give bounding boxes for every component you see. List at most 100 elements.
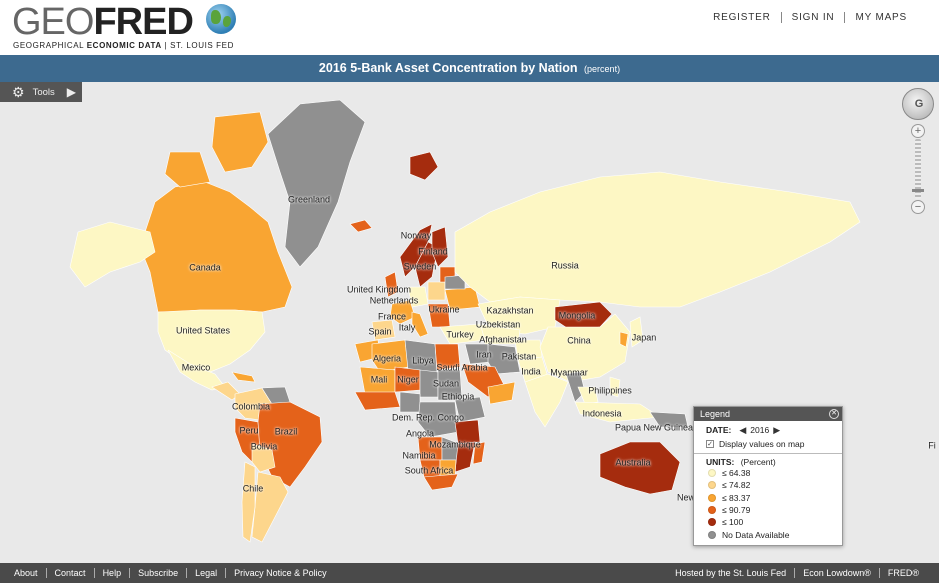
world-map[interactable]: [0, 82, 939, 563]
label-colombia: Colombia: [231, 401, 271, 412]
label-iran: Iran: [476, 349, 492, 360]
legend-swatch: [708, 493, 716, 502]
footer-link-fred[interactable]: FRED®: [887, 568, 919, 578]
my-maps-link[interactable]: MY MAPS: [855, 12, 907, 23]
zoom-slider[interactable]: + −: [910, 124, 926, 214]
tagline-part-c: | ST. LOUIS FED: [161, 41, 234, 50]
label-canada: Canada: [189, 262, 221, 273]
country-canada-islands[interactable]: [211, 111, 269, 173]
country-greenland[interactable]: [267, 99, 366, 268]
country-france[interactable]: [389, 299, 416, 325]
country-indonesia[interactable]: [574, 401, 661, 423]
legend-panel: Legend ✕ DATE: ◀ 2016 ▶ ✓ Display values…: [693, 406, 843, 546]
country-canada-islands[interactable]: [164, 151, 211, 188]
map-canvas[interactable]: Greenland Canada United States Mexico Co…: [0, 82, 939, 563]
country-poland[interactable]: [427, 281, 446, 301]
legend-classes: ≤ 64.38 ≤ 74.82 ≤ 83.37 ≤ 90.79 ≤ 100 No Data…: [694, 467, 842, 541]
country-india[interactable]: [524, 373, 569, 428]
country-korea[interactable]: [619, 331, 629, 348]
label-australia: Australia: [615, 457, 651, 468]
zoom-in-button[interactable]: +: [911, 124, 925, 138]
footer-links: About Contact Help Subscribe Legal Privacy No…: [6, 563, 335, 583]
legend-swatch: [708, 530, 716, 539]
footer-link-econ-lowdown[interactable]: Econ Lowdown®: [803, 568, 871, 578]
footer-link-legal[interactable]: Legal: [195, 568, 218, 578]
country-finland[interactable]: [431, 226, 449, 268]
chevron-left-icon[interactable]: ◀: [739, 424, 747, 435]
country-china[interactable]: [539, 313, 631, 383]
country-cuba[interactable]: [231, 371, 256, 383]
country-italy[interactable]: [411, 311, 429, 338]
label-india: India: [521, 366, 541, 377]
label-mali: Mali: [370, 374, 388, 385]
footer-link-hosted-by-the-st-louis-fed[interactable]: Hosted by the St. Louis Fed: [675, 568, 787, 578]
close-icon[interactable]: ✕: [829, 409, 839, 419]
country-iran[interactable]: [487, 343, 521, 375]
geofred-logo[interactable]: GEOFRED: [12, 1, 194, 43]
label-peru: Peru: [239, 425, 259, 436]
country-turkey[interactable]: [439, 323, 486, 345]
tools-button[interactable]: ⚙ Tools ▶: [0, 82, 82, 102]
legend-class-row: ≤ 64.38: [694, 467, 842, 479]
country-united-states[interactable]: [157, 309, 266, 373]
sign-in-link[interactable]: SIGN IN: [791, 12, 835, 23]
country-spain[interactable]: [371, 319, 396, 341]
country-philippines[interactable]: [609, 376, 621, 398]
country-bolivia[interactable]: [251, 443, 276, 473]
legend-class-label: ≤ 90.79: [722, 505, 751, 516]
legend-divider: [694, 453, 842, 454]
country-argentina[interactable]: [251, 471, 289, 543]
footer-link-about[interactable]: About: [14, 568, 38, 578]
label-russia: Russia: [551, 260, 579, 271]
label-niger: Niger: [397, 374, 419, 385]
label-ethiopia: Ethiopia: [441, 391, 475, 402]
country-alaska[interactable]: [69, 221, 156, 288]
country-canada[interactable]: [139, 181, 293, 313]
logo-geo-text: GEO: [12, 1, 94, 43]
country-algeria[interactable]: [371, 339, 409, 373]
country-south-africa[interactable]: [423, 473, 459, 491]
country-russia[interactable]: [454, 171, 861, 308]
footer-link-subscribe[interactable]: Subscribe: [138, 568, 179, 578]
footer-link-help[interactable]: Help: [102, 568, 122, 578]
display-values-row[interactable]: ✓ Display values on map: [694, 435, 842, 449]
country-united-kingdom[interactable]: [384, 271, 399, 298]
zoom-track[interactable]: [915, 139, 921, 199]
country-australia[interactable]: [599, 441, 681, 495]
legend-swatch: [708, 518, 716, 527]
country-papua-new-guinea[interactable]: [649, 411, 689, 428]
chevron-right-icon[interactable]: ▶: [773, 424, 781, 435]
legend-class-row: ≤ 83.37: [694, 492, 842, 504]
zoom-thumb[interactable]: [912, 189, 924, 192]
country-ethiopia[interactable]: [454, 396, 486, 423]
map-title-bar: 2016 5-Bank Asset Concentration by Natio…: [0, 55, 939, 82]
top-nav: REGISTER SIGN IN MY MAPS: [703, 12, 917, 23]
country-madagascar[interactable]: [472, 441, 486, 465]
label-papua-new-guinea: Papua New Guinea: [614, 422, 694, 433]
legend-class-label: ≤ 64.38: [722, 468, 751, 479]
country-west-africa[interactable]: [354, 391, 401, 411]
label-kazakhstan: Kazakhstan: [486, 305, 534, 316]
country-kenya-tanzania[interactable]: [454, 419, 481, 445]
pan-control[interactable]: G: [902, 88, 934, 120]
display-values-checkbox[interactable]: ✓: [706, 439, 714, 448]
country-egypt[interactable]: [434, 343, 461, 371]
register-link[interactable]: REGISTER: [713, 12, 771, 23]
country-dem-rep-congo[interactable]: [417, 401, 459, 438]
label-angola: Angola: [405, 428, 435, 439]
country-nigeria[interactable]: [399, 391, 421, 413]
country-oman-yemen[interactable]: [487, 381, 516, 405]
label-south-africa: South Africa: [404, 465, 454, 476]
country-chile[interactable]: [241, 461, 256, 543]
label-saudi-arabia: Saudi Arabia: [436, 362, 488, 373]
country-svalbard[interactable]: [409, 151, 439, 181]
footer-links-right: Hosted by the St. Louis Fed Econ Lowdown®…: [667, 563, 927, 583]
zoom-out-button[interactable]: −: [911, 200, 925, 214]
map-title: 2016 5-Bank Asset Concentration by Natio…: [318, 61, 578, 75]
nav-divider: [844, 12, 846, 23]
country-iceland[interactable]: [349, 219, 373, 233]
country-japan[interactable]: [629, 316, 644, 348]
country-thailand[interactable]: [577, 386, 599, 405]
footer-link-privacy-notice-policy[interactable]: Privacy Notice & Policy: [234, 568, 327, 578]
footer-link-contact[interactable]: Contact: [54, 568, 86, 578]
